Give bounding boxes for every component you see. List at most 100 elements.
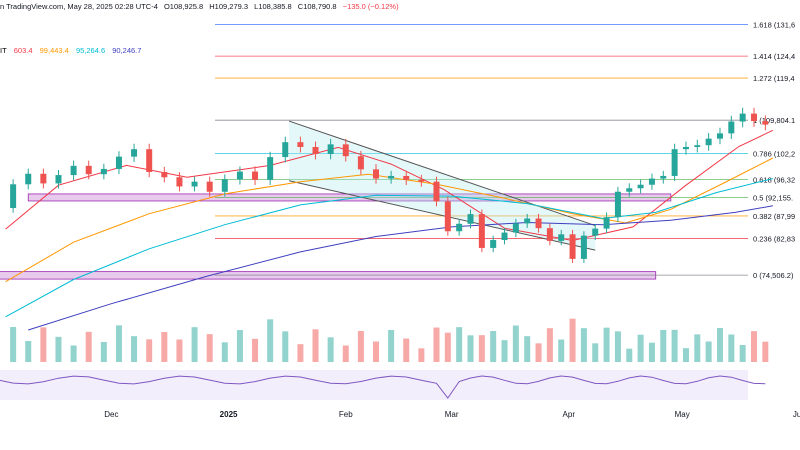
volume-bar-37: [524, 336, 531, 362]
volume-bar-15: [221, 342, 228, 362]
volume-bar-29: [433, 327, 440, 362]
candle-body-18: [267, 157, 274, 180]
volume-bar-32: [467, 335, 474, 362]
candle-body-33: [478, 214, 485, 248]
candle-body-5: [70, 165, 77, 176]
volume-bar-21: [312, 329, 319, 362]
candle-body-32: [467, 214, 474, 224]
volume-bar-6: [85, 331, 92, 362]
candle-body-38: [535, 218, 542, 229]
candle-body-34: [490, 240, 497, 248]
volume-bar-3: [40, 327, 47, 362]
candle-body-26: [388, 175, 395, 179]
candle-body-36: [512, 223, 519, 233]
volume-bar-13: [191, 327, 198, 362]
candle-body-15: [221, 179, 228, 192]
ma-line-3: [5, 178, 774, 318]
volume-bar-38: [535, 343, 542, 362]
x-tick-3: Mar: [445, 410, 459, 419]
volume-bar-23: [342, 345, 349, 362]
volume-bar-33: [478, 335, 485, 362]
volume-bar-17: [252, 338, 259, 362]
close-value: C108,790.8: [297, 2, 337, 11]
candle-body-11: [161, 172, 168, 178]
ma-legend: IT 603.4 99,443.4 95,264.6 90,246.7: [0, 46, 146, 55]
volume-bar-20: [297, 344, 304, 362]
ma-value-4: 90,246.7: [112, 46, 142, 55]
x-tick-5: May: [675, 410, 690, 419]
ma-value-1: 603.4: [13, 46, 33, 55]
ma-value-2: 99,443.4: [39, 46, 69, 55]
candle-body-10: [146, 149, 153, 172]
candle-body-29: [433, 181, 440, 202]
x-tick-1: 2025: [220, 410, 238, 419]
fib-level-label-1: 1.414 (124,4: [753, 52, 795, 61]
open-value: O108,925.8: [163, 2, 204, 11]
candle-body-17: [252, 171, 259, 180]
fib-level-label-4: 0.786 (102,2: [753, 150, 795, 159]
volume-bar-34: [490, 331, 497, 362]
volume-bar-52: [694, 334, 701, 362]
candle-body-16: [236, 171, 243, 180]
volume-bar-55: [728, 334, 735, 362]
volume-bar-16: [236, 330, 243, 362]
candle-body-57: [751, 113, 757, 122]
volume-bar-39: [546, 328, 553, 362]
candle-body-43: [592, 228, 599, 236]
candle-body-1: [10, 184, 17, 208]
candle-body-3: [40, 173, 47, 184]
fib-level-label-9: 0 (74,506.2): [753, 271, 794, 280]
candle-body-40: [558, 234, 565, 241]
volume-bar-9: [131, 336, 138, 362]
candle-body-22: [327, 144, 334, 155]
volume-bar-36: [512, 325, 519, 362]
candle-body-58: [762, 121, 769, 125]
candle-body-31: [456, 223, 463, 232]
candle-body-30: [444, 201, 451, 232]
volume-bar-57: [751, 331, 757, 362]
volume-bar-28: [418, 348, 425, 362]
candle-body-54: [716, 133, 723, 139]
volume-bar-1: [10, 327, 17, 362]
volume-bar-10: [146, 339, 153, 362]
volume-bar-14: [206, 334, 213, 362]
volume-bar-40: [558, 339, 565, 362]
x-tick-6: Jun: [793, 410, 800, 419]
volume-bar-48: [648, 342, 655, 362]
volume-bar-49: [660, 330, 667, 362]
low-value: L108,385.8: [254, 2, 292, 11]
candle-body-52: [694, 145, 701, 147]
volume-bar-50: [671, 329, 678, 362]
fib-level-label-2: 1.272 (119,4: [753, 74, 795, 83]
fib-level-label-7: 0.382 (87,99: [753, 212, 795, 221]
volume-bar-58: [762, 341, 769, 362]
fib-level-label-5: 0.618 (96,32: [753, 175, 795, 184]
fib-level-label-0: 1.618 (131,6: [753, 21, 795, 30]
volume-bar-43: [592, 343, 599, 362]
candle-body-46: [626, 188, 633, 192]
candle-body-20: [297, 142, 304, 147]
volume-bar-44: [603, 327, 610, 362]
volume-bar-24: [357, 331, 364, 362]
candle-body-53: [705, 138, 712, 146]
high-value: H109,279.3: [209, 2, 249, 11]
channel-upper-line: [288, 120, 596, 227]
candle-body-50: [671, 149, 678, 176]
candle-body-39: [546, 228, 553, 241]
volume-bar-30: [444, 332, 451, 362]
channel-lower-line: [288, 180, 596, 251]
candle-body-23: [342, 144, 349, 157]
volume-bar-26: [388, 330, 395, 362]
rsi-band: [0, 370, 748, 400]
volume-bar-19: [282, 331, 289, 362]
volume-bar-4: [55, 336, 62, 362]
volume-bar-41: [569, 318, 576, 362]
candle-body-51: [682, 146, 689, 150]
candle-body-48: [648, 178, 655, 185]
candle-body-9: [131, 149, 138, 157]
volume-bar-7: [100, 342, 107, 362]
volume-bar-56: [739, 345, 746, 362]
candle-body-12: [176, 177, 183, 187]
candle-body-55: [728, 121, 735, 134]
